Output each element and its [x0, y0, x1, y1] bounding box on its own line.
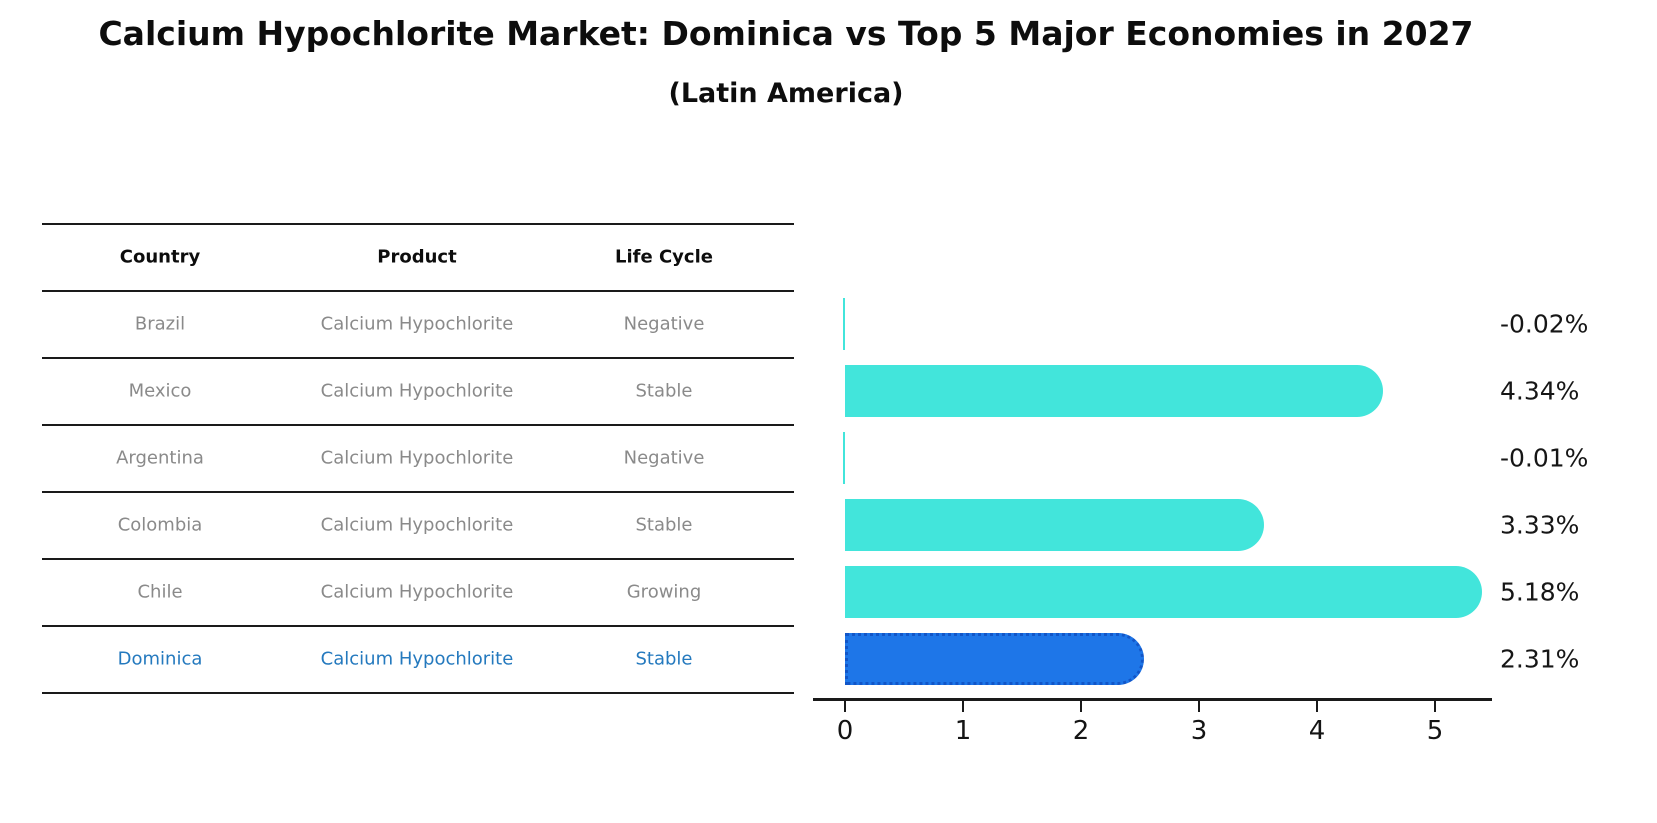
x-axis-line — [813, 698, 1492, 701]
table-row-rule — [42, 558, 794, 560]
value-label-dominica: 2.31% — [1500, 644, 1580, 673]
table-header-product: Product — [377, 246, 457, 267]
table-row-rule — [42, 424, 794, 426]
value-label-chile: 5.18% — [1500, 577, 1580, 606]
value-label-mexico: 4.34% — [1500, 376, 1580, 405]
table-cell-life_cycle-mexico: Stable — [635, 380, 693, 401]
x-tick-label-4: 4 — [1308, 716, 1326, 746]
table-cell-product-chile: Calcium Hypochlorite — [320, 581, 514, 602]
bar-brazil — [842, 297, 845, 350]
table-cell-life_cycle-dominica: Stable — [635, 648, 693, 669]
table-header-life_cycle: Life Cycle — [615, 246, 713, 267]
table-cell-product-dominica: Calcium Hypochlorite — [320, 648, 514, 669]
table-top-rule — [42, 223, 794, 225]
table-row-rule — [42, 290, 794, 292]
chart-subtitle: (Latin America) — [668, 78, 904, 109]
x-tick-label-3: 3 — [1190, 716, 1208, 746]
table-cell-country-colombia: Colombia — [117, 514, 203, 535]
table-cell-country-brazil: Brazil — [134, 313, 186, 334]
value-label-argentina: -0.01% — [1500, 443, 1589, 472]
bar-dominica — [845, 632, 1144, 685]
table-cell-product-argentina: Calcium Hypochlorite — [320, 447, 514, 468]
table-cell-country-argentina: Argentina — [116, 447, 204, 468]
x-tick-mark-1 — [962, 701, 964, 712]
table-row-rule — [42, 625, 794, 627]
x-tick-label-5: 5 — [1426, 716, 1444, 746]
table-cell-life_cycle-chile: Growing — [626, 581, 702, 602]
table-cell-country-chile: Chile — [137, 581, 183, 602]
table-cell-country-mexico: Mexico — [128, 380, 192, 401]
x-tick-label-0: 0 — [836, 716, 854, 746]
value-label-colombia: 3.33% — [1500, 510, 1580, 539]
x-tick-label-2: 2 — [1072, 716, 1090, 746]
bar-mexico — [845, 364, 1384, 417]
x-tick-mark-5 — [1434, 701, 1436, 712]
bar-argentina — [842, 431, 845, 484]
x-tick-mark-4 — [1316, 701, 1318, 712]
table-header-country: Country — [119, 246, 201, 267]
table-cell-country-dominica: Dominica — [117, 648, 203, 669]
x-tick-mark-3 — [1198, 701, 1200, 712]
table-row-rule — [42, 357, 794, 359]
table-cell-life_cycle-brazil: Negative — [623, 313, 705, 334]
table-cell-product-colombia: Calcium Hypochlorite — [320, 514, 514, 535]
table-cell-product-brazil: Calcium Hypochlorite — [320, 313, 514, 334]
bar-chile — [845, 565, 1483, 618]
bar-colombia — [845, 498, 1264, 551]
table-row-rule — [42, 491, 794, 493]
x-tick-mark-2 — [1080, 701, 1082, 712]
table-bottom-rule — [42, 692, 794, 694]
table-cell-product-mexico: Calcium Hypochlorite — [320, 380, 514, 401]
table-cell-life_cycle-argentina: Negative — [623, 447, 705, 468]
x-tick-label-1: 1 — [954, 716, 972, 746]
table-cell-life_cycle-colombia: Stable — [635, 514, 693, 535]
x-tick-mark-0 — [844, 701, 846, 712]
chart-title: Calcium Hypochlorite Market: Dominica vs… — [98, 14, 1474, 53]
value-label-brazil: -0.02% — [1500, 309, 1589, 338]
